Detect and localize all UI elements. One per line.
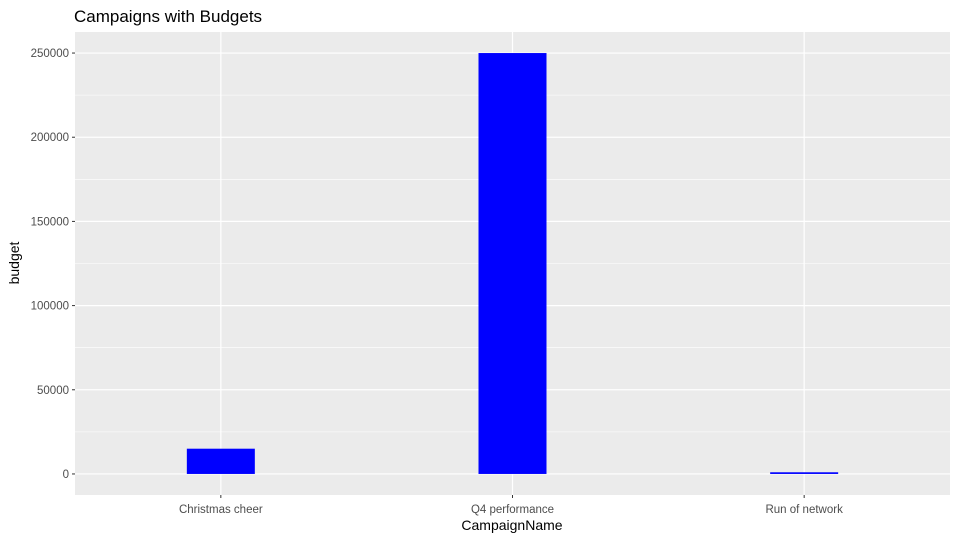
x-tick-label: Run of network (765, 504, 843, 516)
y-tick-label: 0 (63, 469, 69, 481)
chart-title: Campaigns with Budgets (74, 7, 262, 26)
x-axis-ticks: Christmas cheer Q4 performance Run of netw… (179, 495, 843, 516)
bar-christmas-cheer (186, 448, 255, 474)
y-tick-label: 250000 (31, 48, 69, 60)
bar-q4-performance (478, 53, 547, 474)
y-tick-label: 200000 (31, 132, 69, 144)
bars (186, 53, 839, 474)
x-axis-title: CampaignName (461, 517, 562, 533)
y-tick-label: 150000 (31, 216, 69, 228)
y-tick-label: 100000 (31, 301, 69, 313)
x-tick-label: Christmas cheer (179, 504, 263, 516)
y-axis-ticks: 0 50000 100000 150000 200000 250000 (31, 48, 75, 481)
x-tick-label: Q4 performance (471, 504, 554, 516)
bar-run-of-network (770, 472, 839, 474)
y-tick-label: 50000 (37, 385, 69, 397)
y-axis-title: budget (6, 241, 22, 284)
